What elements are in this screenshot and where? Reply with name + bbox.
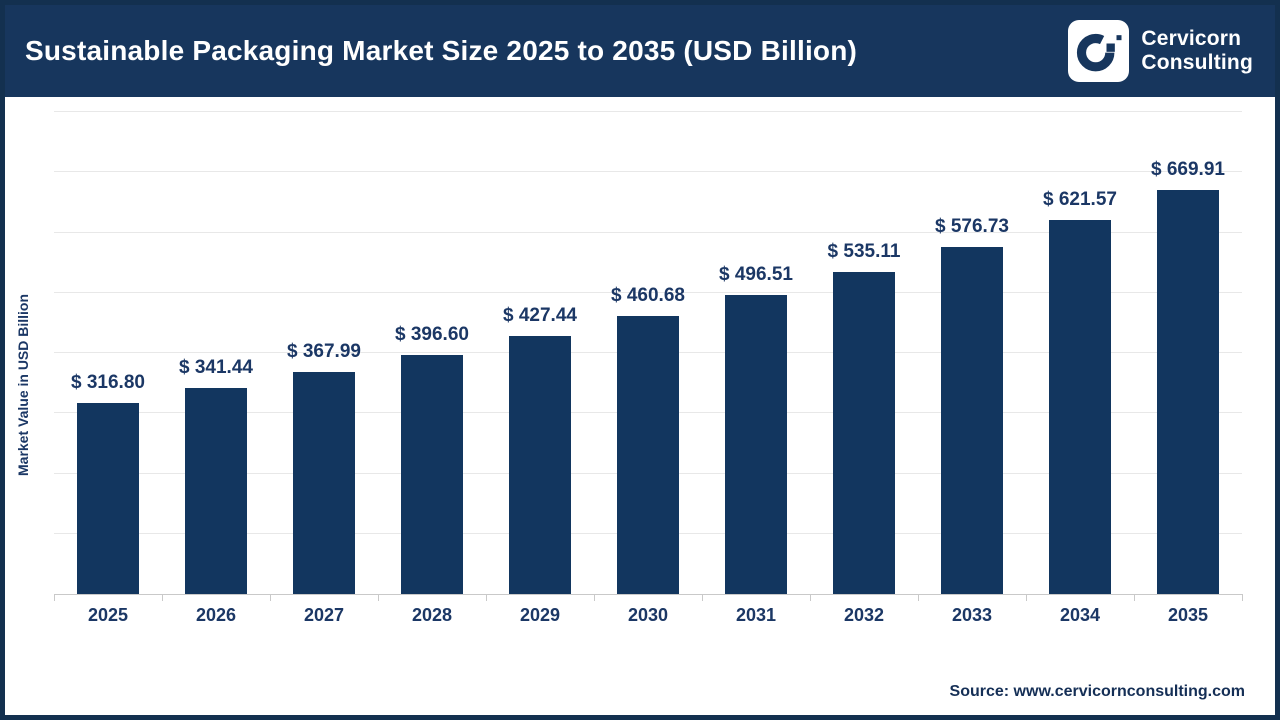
bar-value-label-2029: $ 427.44 [503,305,577,327]
bar-cell-2030: $ 460.68 [594,112,702,594]
x-axis-tick [162,594,163,601]
grid-line [54,291,1242,293]
bar-2025 [77,403,139,594]
x-axis-tick [378,594,379,601]
chart-region: Market Value in USD Billion $ 316.80 $ 34… [5,97,1275,715]
bar-2034 [1049,219,1111,594]
bar-cell-2033: $ 576.73 [918,112,1026,594]
bar-2027 [293,372,355,594]
bar-cell-2034: $ 621.57 [1026,112,1134,594]
x-axis-tick [810,594,811,601]
plot-area: $ 316.80 $ 341.44 $ 367.99 $ 396.60 $ 427.44… [54,111,1243,601]
bar-cell-2027: $ 367.99 [270,112,378,594]
x-axis-tick [54,594,55,601]
x-axis-tick [1026,594,1027,601]
bar-cell-2025: $ 316.80 [54,112,162,594]
brand-name-line2: Consulting [1141,51,1253,74]
header-band: Sustainable Packaging Market Size 2025 t… [5,5,1275,97]
x-axis-tick [594,594,595,601]
bar-cell-2035: $ 669.91 [1134,112,1242,594]
bars-row: $ 316.80 $ 341.44 $ 367.99 $ 396.60 $ 427.44… [54,112,1242,594]
bar-value-label-2034: $ 621.57 [1043,188,1117,210]
grid-line [54,171,1242,173]
x-tick-label-2025: 2025 [87,605,129,625]
bar-value-label-2030: $ 460.68 [611,285,685,307]
x-tick-label-2032: 2032 [843,605,885,625]
x-axis-tick [1242,594,1243,601]
bar-value-label-2031: $ 496.51 [719,263,793,285]
bar-value-label-2035: $ 669.91 [1151,159,1225,181]
bar-2033 [941,246,1003,594]
bar-2035 [1157,190,1219,594]
bar-2030 [617,316,679,594]
cervicorn-logo-icon [1068,20,1130,82]
x-tick-label-2026: 2026 [195,605,237,625]
x-tick-label-2029: 2029 [519,605,561,625]
bar-value-label-2033: $ 576.73 [935,215,1009,237]
bar-2026 [185,388,247,594]
x-axis-labels: 2025 2026 2027 2028 2029 2030 2031 2032 2033 2034… [54,605,1242,626]
bar-cell-2029: $ 427.44 [486,112,594,594]
grid-line [54,231,1242,233]
bar-cell-2028: $ 396.60 [378,112,486,594]
bar-value-label-2032: $ 535.11 [827,240,901,262]
x-axis-tick [702,594,703,601]
x-axis-tick [918,594,919,601]
bar-cell-2026: $ 341.44 [162,112,270,594]
x-tick-label-2033: 2033 [951,605,993,625]
bar-value-label-2026: $ 341.44 [179,357,253,379]
x-tick-label-2035: 2035 [1167,605,1209,625]
x-axis-tick [1134,594,1135,601]
x-tick-label-2031: 2031 [735,605,777,625]
bar-2029 [509,336,571,594]
brand-block: Cervicorn Consulting [1068,20,1253,82]
x-axis-tick [486,594,487,601]
brand-name: Cervicorn Consulting [1141,27,1253,74]
bar-value-label-2027: $ 367.99 [287,341,361,363]
brand-name-line1: Cervicorn [1141,27,1242,51]
bar-2028 [401,355,463,594]
y-axis-label: Market Value in USD Billion [15,293,31,477]
grid-line [54,111,1242,112]
bar-2031 [725,294,787,594]
source-note: Source: www.cervicornconsulting.com [949,683,1245,700]
bar-cell-2032: $ 535.11 [810,112,918,594]
bar-2032 [833,271,895,594]
x-tick-label-2028: 2028 [411,605,453,625]
x-axis-tick [270,594,271,601]
page-title: Sustainable Packaging Market Size 2025 t… [25,35,858,66]
bar-value-label-2028: $ 396.60 [395,324,469,346]
bar-value-label-2025: $ 316.80 [71,372,145,394]
x-tick-label-2034: 2034 [1059,605,1101,625]
x-tick-label-2027: 2027 [303,605,345,625]
x-tick-label-2030: 2030 [627,605,669,625]
bar-cell-2031: $ 496.51 [702,112,810,594]
